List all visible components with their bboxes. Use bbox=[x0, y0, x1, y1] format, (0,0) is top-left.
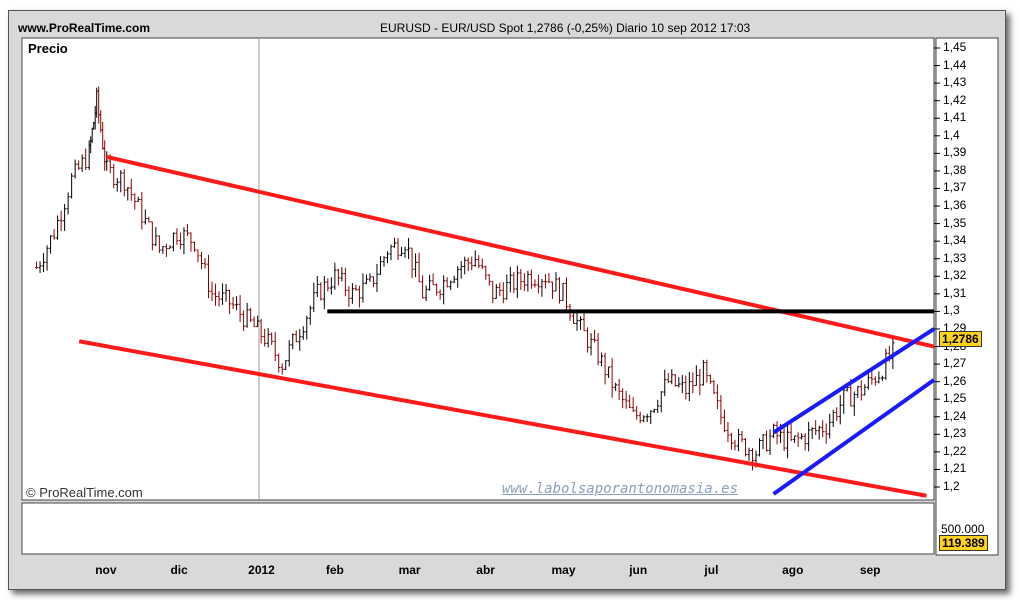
volume-panel bbox=[21, 502, 935, 555]
watermark-link[interactable]: www.labolsaporantonomasia.es bbox=[502, 481, 739, 497]
y-tick-label: 1,2 bbox=[943, 479, 960, 493]
x-tick-label: ago bbox=[782, 563, 804, 577]
y-tick-label: 1,36 bbox=[943, 198, 967, 213]
y-tick-label: 1,43 bbox=[943, 75, 967, 90]
y-tick-label: 1,34 bbox=[943, 233, 967, 248]
x-tick-label: nov bbox=[95, 563, 117, 577]
price-bars bbox=[35, 86, 895, 471]
x-tick-label: jul bbox=[704, 563, 719, 577]
y-tick-label: 1,45 bbox=[943, 40, 967, 54]
trendline-upper-down bbox=[106, 154, 935, 349]
chart-title: EURUSD - EUR/USD Spot 1,2786 (-0,25%) Di… bbox=[380, 21, 751, 35]
trendline-up-channel-lower bbox=[772, 378, 936, 496]
y-tick-label: 1,22 bbox=[943, 443, 967, 458]
y-tick-label: 1,35 bbox=[943, 215, 967, 230]
y-tick-label: 1,26 bbox=[943, 373, 967, 388]
y-tick-label: 1,42 bbox=[943, 92, 967, 107]
last-price-badge: 1,2786 bbox=[939, 331, 982, 347]
x-tick-label: jun bbox=[629, 563, 648, 577]
y-tick-label: 1,32 bbox=[943, 268, 967, 283]
y-tick-label: 1,39 bbox=[943, 145, 967, 160]
y-tick-label: 1,38 bbox=[943, 162, 967, 177]
trendlines bbox=[78, 154, 936, 498]
y-tick-label: 1,33 bbox=[943, 250, 967, 265]
y-tick-label: 1,44 bbox=[943, 57, 967, 72]
y-tick-label: 1,25 bbox=[943, 391, 967, 406]
x-tick-label: sep bbox=[859, 563, 881, 577]
y-tick-label: 1,27 bbox=[943, 356, 967, 371]
volume-scale-label: 500.000 bbox=[941, 522, 985, 536]
y-tick-label: 1,24 bbox=[943, 408, 967, 423]
site-label: www.ProRealTime.com bbox=[18, 21, 151, 35]
x-tick-label: mar bbox=[398, 563, 421, 577]
y-tick-label: 1,21 bbox=[943, 461, 967, 476]
y-axis-ticks bbox=[934, 47, 940, 488]
volume-badge: 119.389 bbox=[939, 535, 988, 551]
copyright-text: © ProRealTime.com bbox=[26, 485, 143, 500]
y-tick-label: 1,37 bbox=[943, 180, 967, 195]
x-tick-label: abr bbox=[476, 563, 495, 577]
x-tick-label: may bbox=[551, 563, 576, 577]
y-tick-label: 1,3 bbox=[943, 303, 960, 318]
y-tick-label: 1,23 bbox=[943, 426, 967, 441]
price-panel bbox=[21, 37, 935, 501]
trendline-lower-down bbox=[78, 339, 927, 498]
y-tick-label: 1,4 bbox=[943, 127, 960, 142]
y-tick-label: 1,31 bbox=[943, 285, 967, 300]
trendline-up-channel-upper bbox=[772, 327, 936, 435]
x-tick-label: dic bbox=[170, 563, 188, 577]
y-tick-label: 1,41 bbox=[943, 110, 967, 125]
x-tick-label: 2012 bbox=[248, 563, 275, 577]
price-label: Precio bbox=[28, 41, 68, 56]
y-axis-area bbox=[935, 37, 999, 556]
x-tick-label: feb bbox=[325, 563, 344, 577]
